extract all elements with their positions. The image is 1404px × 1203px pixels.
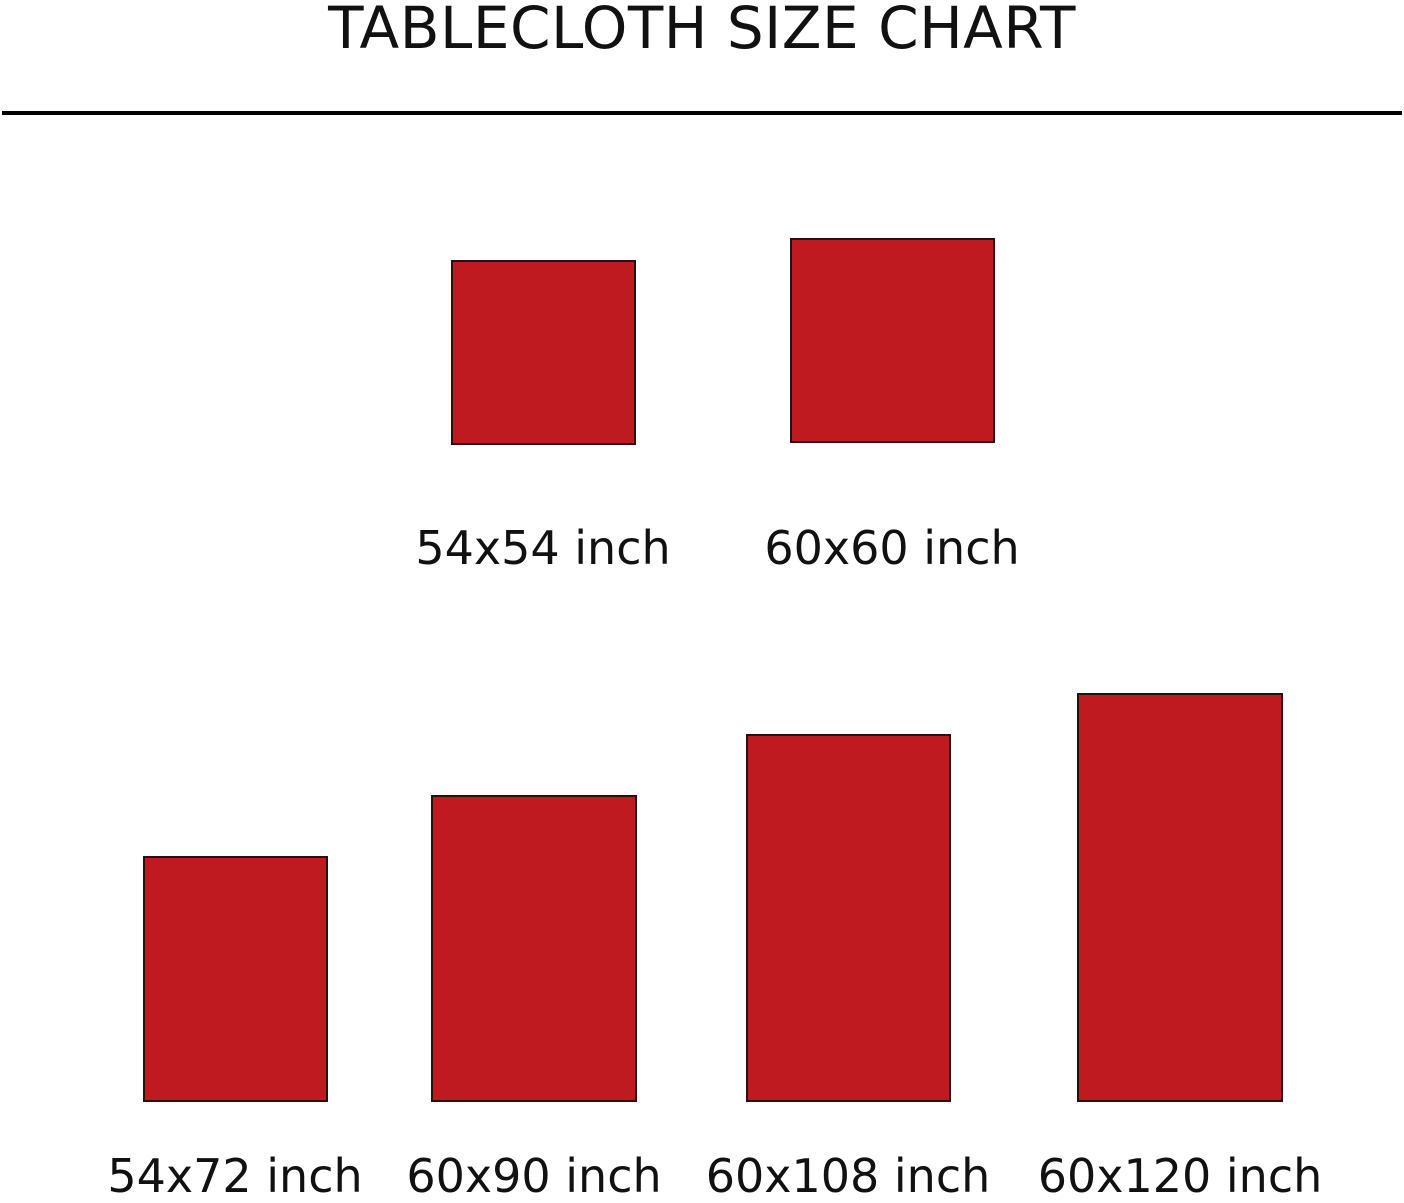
swatch-54x72 bbox=[143, 856, 328, 1102]
size-label-60x60: 60x60 inch bbox=[764, 521, 1020, 575]
chart-title: TABLECLOTH SIZE CHART bbox=[328, 0, 1076, 62]
swatch-60x120 bbox=[1077, 693, 1283, 1102]
swatch-54x54 bbox=[451, 260, 636, 445]
size-label-54x72: 54x72 inch bbox=[107, 1149, 363, 1203]
swatch-60x90 bbox=[431, 795, 637, 1102]
size-label-54x54: 54x54 inch bbox=[415, 521, 671, 575]
swatch-60x60 bbox=[790, 238, 995, 443]
title-divider bbox=[2, 111, 1402, 115]
swatch-60x108 bbox=[746, 734, 951, 1102]
size-label-60x120: 60x120 inch bbox=[1037, 1149, 1323, 1203]
size-label-60x90: 60x90 inch bbox=[406, 1149, 662, 1203]
size-label-60x108: 60x108 inch bbox=[705, 1149, 991, 1203]
